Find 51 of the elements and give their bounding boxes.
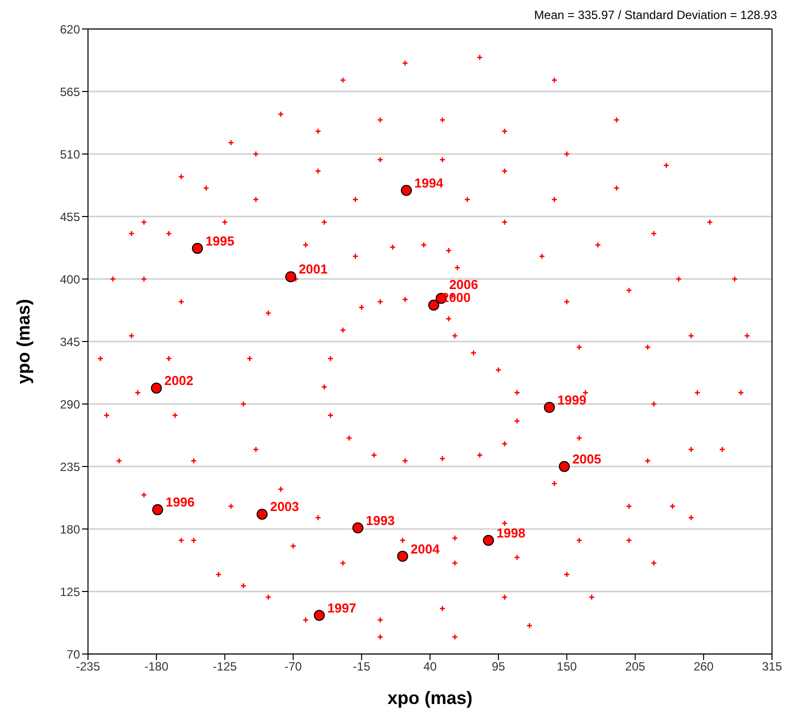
y-tick-label: 345: [60, 334, 80, 349]
annotation: 2002: [164, 373, 194, 388]
x-tick-label: -125: [212, 660, 238, 674]
x-tick-label: 95: [492, 660, 506, 674]
x-tick-label: 40: [423, 660, 437, 674]
y-tick-label: 620: [60, 22, 80, 36]
point: [482, 534, 494, 546]
point: [192, 242, 203, 254]
point: [544, 402, 555, 413]
y-axis-title: ypo (mas): [13, 298, 34, 384]
point: [428, 300, 440, 311]
point: [314, 610, 325, 621]
y-tick-label: 400: [60, 272, 80, 286]
annotation: 1996: [166, 494, 195, 510]
text: Mean = 335.97 / Standard Deviation = 128.93: [534, 8, 777, 22]
x-tick-label: -15: [352, 660, 371, 674]
annotation: 2001: [298, 262, 328, 277]
x-tick-label: -235: [76, 660, 100, 674]
x-tick-label: 315: [762, 660, 782, 674]
y-tick-label: 455: [60, 210, 80, 224]
y-tick-label: 565: [60, 84, 80, 99]
point: [400, 184, 412, 196]
point: [558, 461, 570, 472]
x-axis-title: xpo (mas): [387, 688, 473, 708]
annotation: 1994: [414, 175, 444, 190]
x-tick-label: 150: [556, 660, 578, 674]
y-tick-label: 290: [60, 397, 80, 412]
y-tick-label: 70: [66, 647, 80, 662]
annotation: 1999: [557, 392, 586, 408]
point: [152, 504, 164, 516]
x-tick-label: 260: [694, 660, 714, 674]
y-tick-label: 510: [60, 147, 80, 162]
y-tick-label: 125: [60, 584, 80, 599]
point: [285, 271, 296, 282]
annotation: 2006: [449, 277, 478, 292]
annotation: 1998: [496, 525, 526, 540]
annotation: 1995: [205, 233, 234, 248]
y-tick-label: 180: [60, 522, 80, 536]
annotation: 1993: [366, 512, 395, 528]
point: [256, 508, 268, 520]
annotation: 2003: [270, 499, 300, 514]
x-tick-label: 205: [625, 660, 646, 674]
point: [150, 382, 162, 394]
annotation: 1997: [327, 600, 356, 616]
point: [397, 550, 408, 562]
x-tick-label: -180: [144, 660, 169, 674]
annotation: 2004: [410, 541, 440, 556]
y-tick-label: 235: [60, 460, 80, 474]
annotation: 2005: [572, 452, 602, 466]
x-tick-label: -70: [284, 660, 302, 674]
point: [352, 522, 364, 534]
